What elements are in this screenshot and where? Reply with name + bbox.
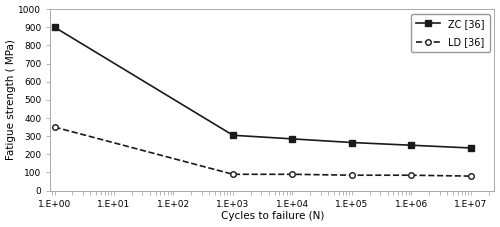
ZC [36]	[290, 138, 296, 140]
ZC [36]	[230, 134, 236, 137]
ZC [36]	[349, 141, 355, 144]
LD [36]	[408, 174, 414, 177]
Legend: ZC [36], LD [36]: ZC [36], LD [36]	[412, 14, 490, 52]
ZC [36]	[468, 147, 474, 149]
ZC [36]	[52, 26, 58, 29]
X-axis label: Cycles to failure (N): Cycles to failure (N)	[220, 211, 324, 222]
Y-axis label: Fatigue strength ( MPa): Fatigue strength ( MPa)	[6, 39, 16, 160]
LD [36]	[468, 175, 474, 178]
LD [36]	[52, 126, 58, 128]
ZC [36]	[408, 144, 414, 147]
LD [36]	[230, 173, 236, 176]
LD [36]	[349, 174, 355, 177]
Line: LD [36]: LD [36]	[52, 124, 474, 179]
Line: ZC [36]: ZC [36]	[52, 25, 474, 151]
LD [36]	[290, 173, 296, 176]
